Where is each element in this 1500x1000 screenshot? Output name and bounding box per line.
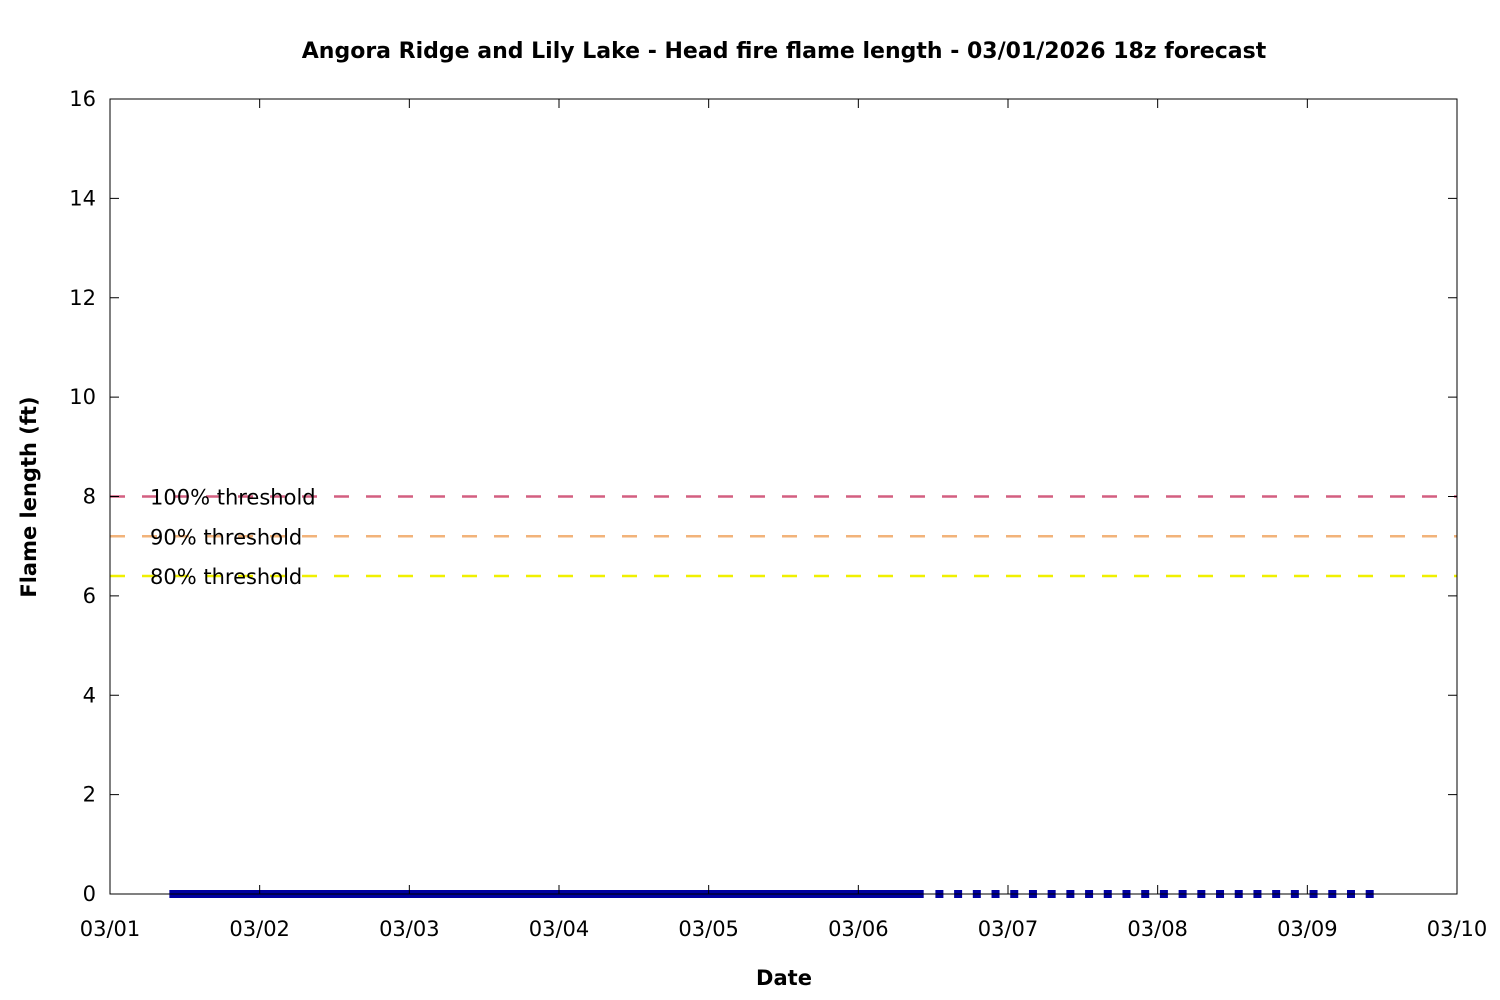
x-tick-label: 03/03 <box>379 917 440 941</box>
x-tick-label: 03/07 <box>978 917 1039 941</box>
x-tick-label: 03/06 <box>828 917 889 941</box>
x-tick-label: 03/02 <box>229 917 290 941</box>
y-tick-label: 6 <box>83 584 96 608</box>
y-tick-label: 8 <box>83 485 96 509</box>
legend-label: 80% threshold <box>150 565 302 589</box>
legend: 100% threshold 90% threshold 80% threshold <box>150 486 316 590</box>
y-tick-label: 14 <box>69 186 96 210</box>
axis-ticks: 03/01 03/02 03/03 03/04 03/05 03/06 03/07 03/08… <box>69 87 1487 941</box>
y-axis-label: Flame length (ft) <box>17 396 41 597</box>
x-tick-label: 03/10 <box>1427 917 1488 941</box>
y-tick-label: 12 <box>69 286 96 310</box>
x-tick-label: 03/04 <box>529 917 590 941</box>
x-axis-label: Date <box>756 966 812 990</box>
y-tick-label: 16 <box>69 87 96 111</box>
chart-title: Angora Ridge and Lily Lake - Head fire f… <box>302 39 1267 64</box>
y-tick-label: 2 <box>83 783 96 807</box>
y-tick-label: 0 <box>83 882 96 906</box>
legend-label: 90% threshold <box>150 525 302 549</box>
threshold-lines <box>110 495 1457 578</box>
x-tick-label: 03/01 <box>80 917 141 941</box>
legend-label: 100% threshold <box>150 486 316 510</box>
y-tick-label: 4 <box>83 683 96 707</box>
y-tick-label: 10 <box>69 385 96 409</box>
x-tick-label: 03/08 <box>1127 917 1188 941</box>
x-tick-label: 03/09 <box>1277 917 1338 941</box>
x-tick-label: 03/05 <box>678 917 739 941</box>
